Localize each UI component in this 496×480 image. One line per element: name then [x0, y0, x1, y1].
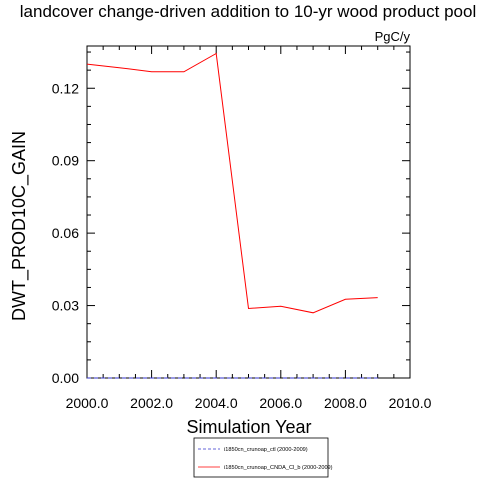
- y-tick-labels: 0.00 0.03 0.06 0.09 0.12: [52, 80, 79, 386]
- y-tick-label: 0.00: [52, 370, 79, 386]
- legend-label-cnda: i1850cn_crunoap_CNDA_Cl_b (2000-2009): [224, 465, 333, 471]
- legend-box: [193, 437, 329, 478]
- x-tick-label: 2008.0: [324, 395, 367, 411]
- x-tick-label: 2000.0: [66, 395, 109, 411]
- legend: i1850cn_crunoap_ctl (2000-2009) i1850cn_…: [193, 437, 333, 478]
- y-tick-label: 0.03: [52, 298, 79, 314]
- plot-frame: [86, 45, 411, 379]
- y-axis-label: DWT_PROD10C_GAIN: [9, 131, 30, 321]
- y-tick-label: 0.06: [52, 225, 79, 241]
- x-tick-label: 2006.0: [259, 395, 302, 411]
- x-tick-labels: 2000.0 2002.0 2004.0 2006.0 2008.0 2010.0: [66, 395, 432, 411]
- series-line-1: [86, 52, 378, 314]
- axis-ticks: [86, 46, 411, 379]
- legend-label-ctl: i1850cn_crunoap_ctl (2000-2009): [224, 447, 308, 453]
- y-tick-label: 0.09: [52, 153, 79, 169]
- x-tick-label: 2002.0: [130, 395, 173, 411]
- y-tick-label: 0.12: [52, 80, 79, 96]
- x-tick-label: 2004.0: [195, 395, 238, 411]
- x-tick-label: 2010.0: [389, 395, 432, 411]
- chart-title: landcover change-driven addition to 10-y…: [20, 2, 476, 21]
- x-axis-label: Simulation Year: [186, 417, 311, 437]
- series-lines: [86, 52, 378, 379]
- units-label: PgC/y: [375, 29, 411, 44]
